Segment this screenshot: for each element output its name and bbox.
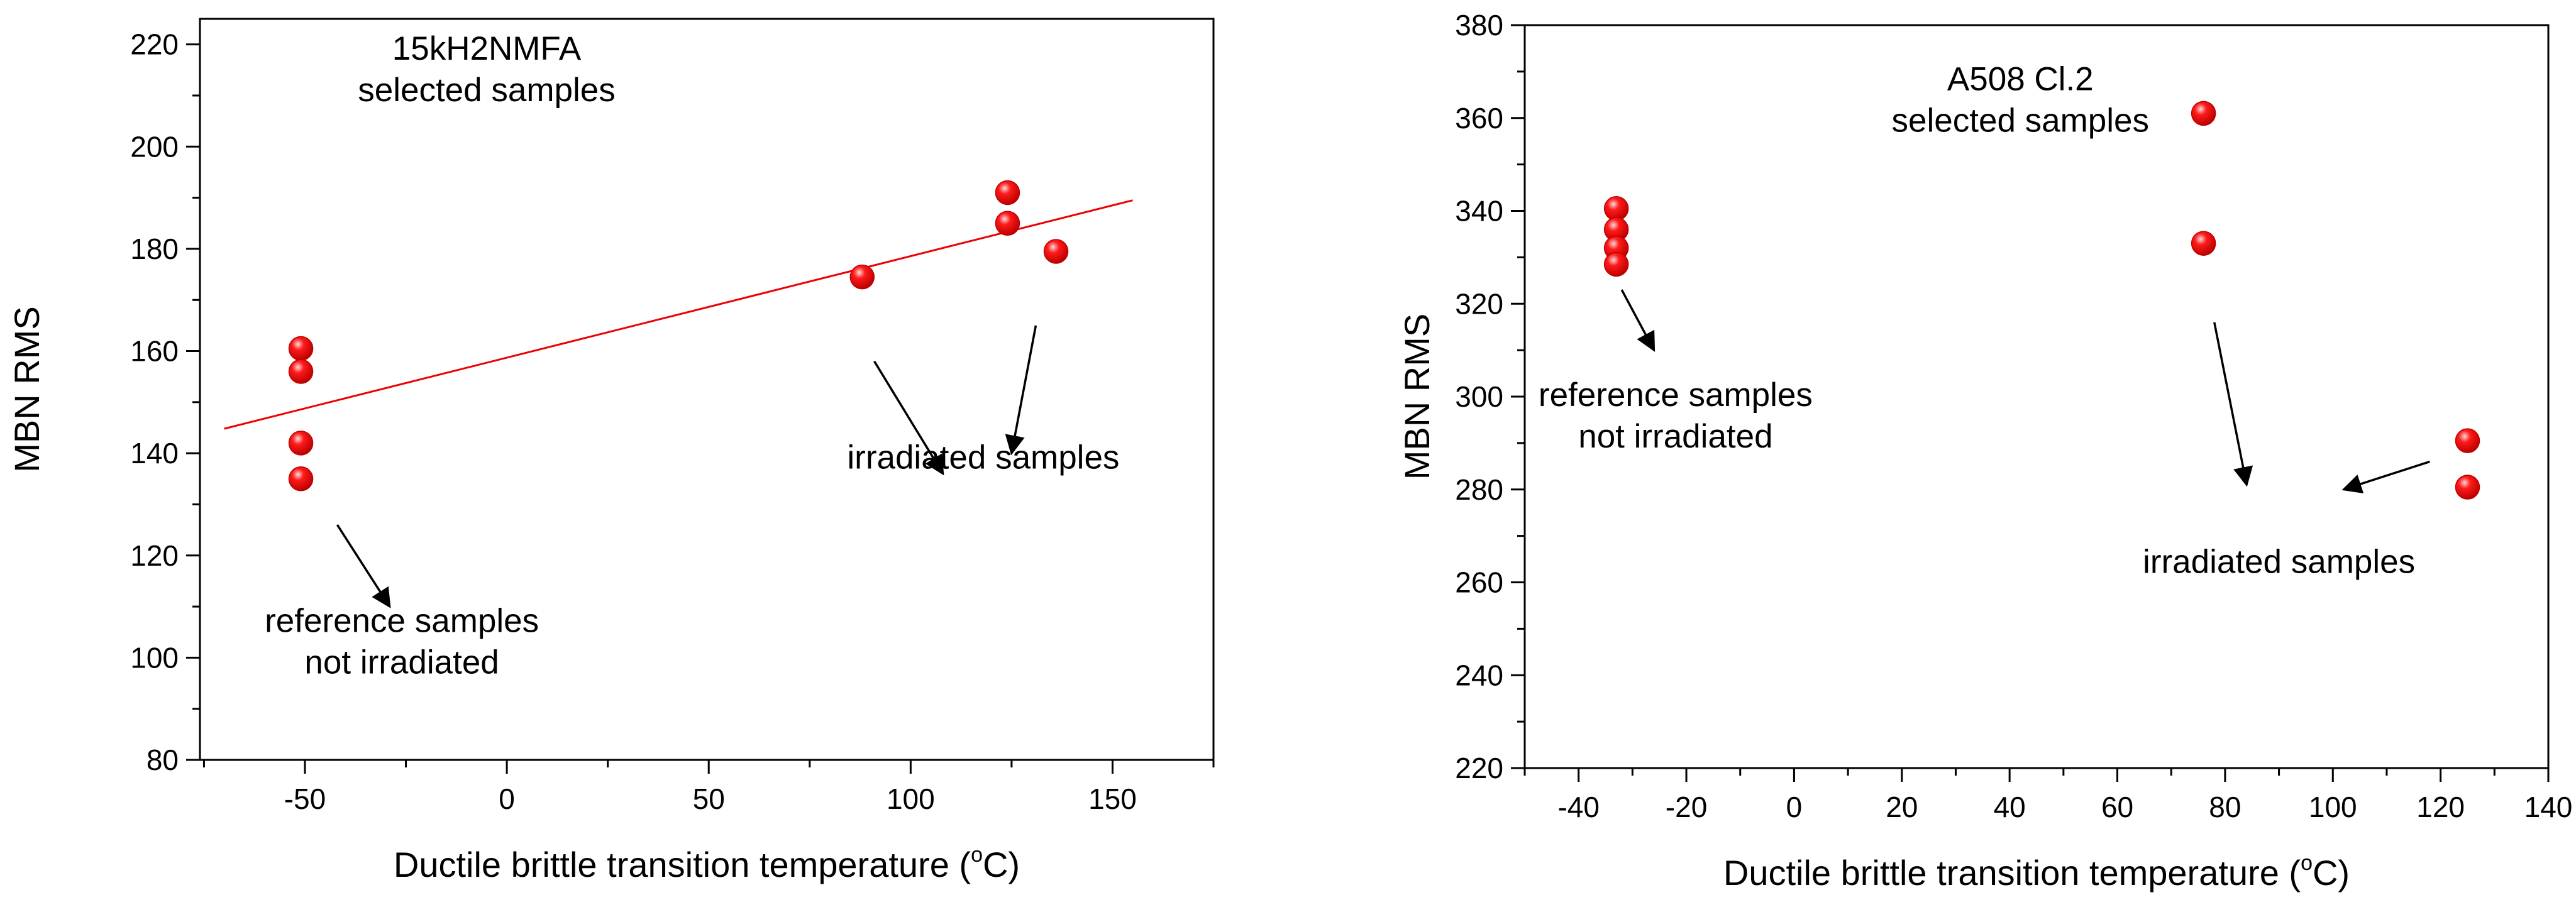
annotation-text: not irradiated bbox=[304, 644, 499, 681]
y-tick-label: 280 bbox=[1455, 473, 1503, 506]
x-tick-label: 150 bbox=[1088, 783, 1137, 815]
data-point bbox=[2191, 101, 2216, 126]
y-tick-label: 340 bbox=[1455, 195, 1503, 228]
annotation-text: irradiated samples bbox=[847, 439, 1119, 476]
annotation-text: A508 Cl.2 bbox=[1947, 60, 2094, 97]
annotation-text: irradiated samples bbox=[2143, 544, 2415, 581]
y-tick-label: 380 bbox=[1455, 9, 1503, 41]
annotation-arrow bbox=[1620, 289, 1656, 352]
x-tick-label: 20 bbox=[1886, 791, 1918, 823]
x-tick-label: 50 bbox=[693, 783, 725, 815]
x-tick-label: -20 bbox=[1666, 791, 1707, 823]
y-tick-label: 200 bbox=[130, 130, 179, 163]
x-tick-label: 60 bbox=[2101, 791, 2133, 823]
x-axis-title: Ductile brittle transition temperature (… bbox=[1723, 851, 2350, 893]
y-tick-label: 80 bbox=[146, 744, 179, 776]
x-tick-label: -40 bbox=[1557, 791, 1599, 823]
y-tick-label: 320 bbox=[1455, 287, 1503, 320]
x-axis-title: Ductile brittle transition temperature (… bbox=[394, 843, 1020, 884]
annotation-text: 15kH2NMFA bbox=[392, 30, 582, 67]
x-tick-label: 100 bbox=[2309, 791, 2357, 823]
y-tick-label: 240 bbox=[1455, 659, 1503, 691]
data-point bbox=[2191, 231, 2216, 256]
y-tick-label: 220 bbox=[130, 28, 179, 61]
fit-line bbox=[224, 199, 1133, 430]
y-tick-label: 260 bbox=[1455, 566, 1503, 599]
data-point bbox=[995, 211, 1020, 236]
x-tick-label: 0 bbox=[1786, 791, 1803, 823]
data-point bbox=[288, 359, 314, 384]
annotation-arrow bbox=[336, 524, 391, 608]
x-tick-label: 120 bbox=[2416, 791, 2465, 823]
y-tick-label: 120 bbox=[130, 539, 179, 572]
annotation-arrow bbox=[2213, 322, 2253, 487]
y-axis-title: MBN RMS bbox=[7, 306, 47, 472]
y-tick-label: 100 bbox=[130, 641, 179, 674]
y-tick-label: 300 bbox=[1455, 380, 1503, 413]
x-tick-label: 0 bbox=[499, 783, 515, 815]
data-point bbox=[1043, 239, 1069, 264]
y-tick-label: 180 bbox=[130, 233, 179, 265]
y-tick-label: 140 bbox=[130, 437, 179, 470]
data-point bbox=[2455, 475, 2480, 500]
chart-right: -40 -20 0 20 40 60 80 100 120 140 220 240 260 280 300 3… bbox=[1397, 9, 2572, 893]
annotation-text: reference samples bbox=[265, 603, 539, 640]
data-point bbox=[288, 336, 314, 361]
data-point bbox=[1603, 251, 1629, 277]
annotation-text: reference samples bbox=[1539, 376, 1813, 414]
data-point bbox=[2455, 428, 2480, 453]
y-axis-title: MBN RMS bbox=[1397, 314, 1437, 480]
annotation-arrow bbox=[1005, 325, 1037, 456]
data-point bbox=[1603, 196, 1629, 221]
annotation-text: not irradiated bbox=[1578, 418, 1772, 455]
y-tick-label: 160 bbox=[130, 335, 179, 368]
data-point bbox=[849, 264, 875, 290]
y-tick-label: 360 bbox=[1455, 102, 1503, 135]
annotation-text: selected samples bbox=[358, 72, 615, 109]
x-tick-label: 80 bbox=[2209, 791, 2241, 823]
annotation-arrow bbox=[2341, 460, 2431, 494]
x-tick-label: -50 bbox=[284, 783, 326, 815]
x-tick-label: 40 bbox=[1994, 791, 2026, 823]
plot-frame bbox=[199, 18, 1215, 761]
data-point bbox=[288, 466, 314, 492]
annotation-text: selected samples bbox=[1892, 102, 2149, 139]
data-point bbox=[995, 180, 1020, 206]
x-tick-label: 140 bbox=[2524, 791, 2573, 823]
chart-left: -50 0 50 100 150 80 100 120 140 160 180 200 220 MBN R… bbox=[7, 18, 1215, 884]
annotation-arrow bbox=[873, 360, 944, 476]
data-point bbox=[288, 431, 314, 456]
x-tick-label: 100 bbox=[887, 783, 935, 815]
y-tick-label: 220 bbox=[1455, 752, 1503, 784]
